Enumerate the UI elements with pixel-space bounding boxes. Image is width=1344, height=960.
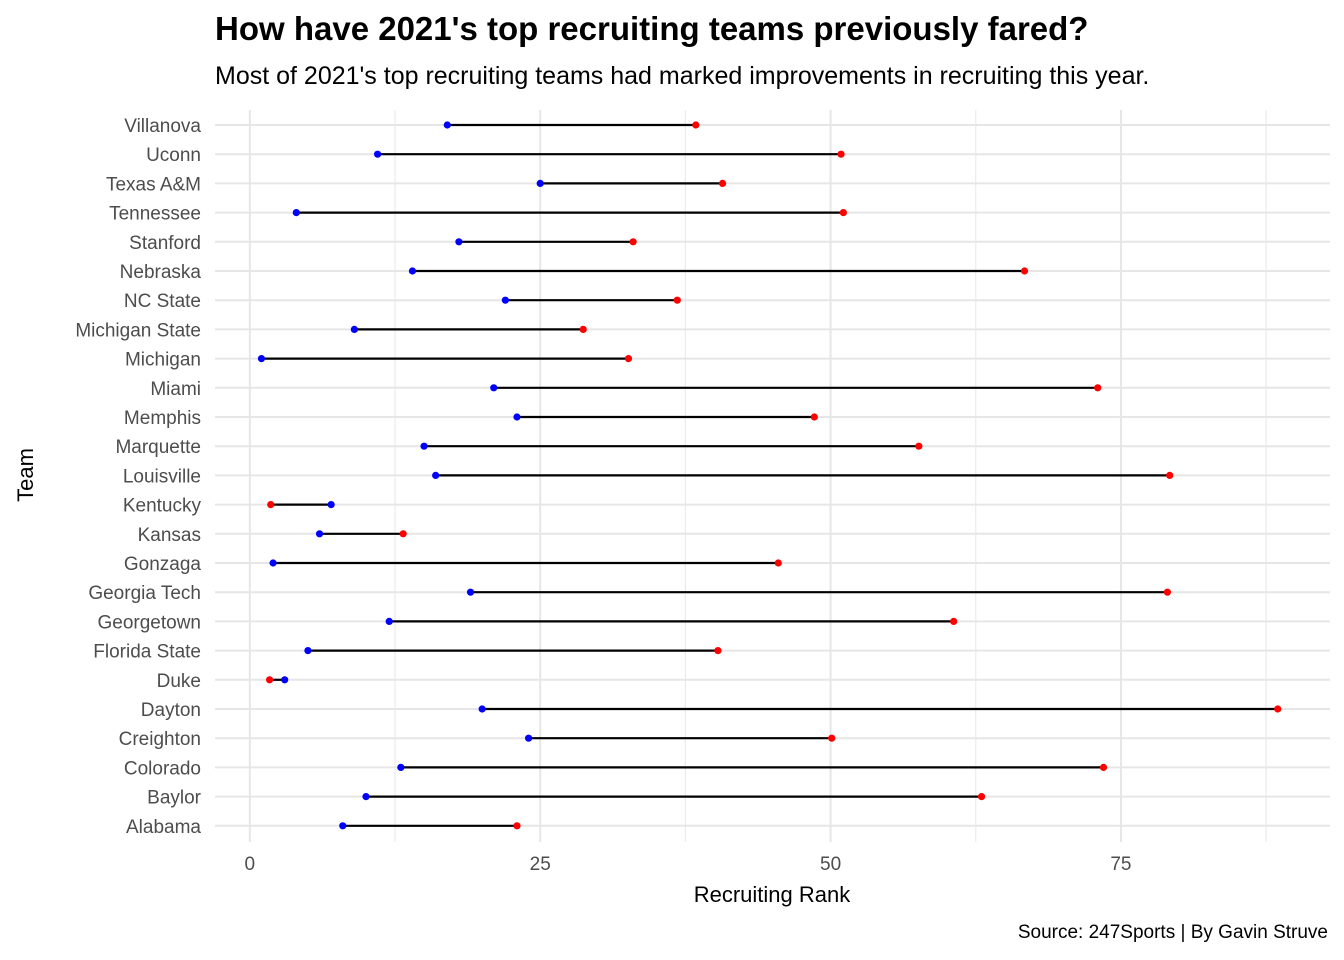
chart-title: How have 2021's top recruiting teams pre…	[215, 10, 1089, 47]
y-tick-label: Creighton	[119, 729, 201, 750]
chart-subtitle: Most of 2021's top recruiting teams had …	[215, 62, 1150, 90]
y-tick-label: Louisville	[123, 466, 201, 487]
y-axis-tick-labels: Villanova Uconn Texas A&M Tennessee Stanford…	[75, 116, 201, 838]
previous-rank-point	[714, 647, 722, 655]
rank-2021-point	[269, 559, 277, 567]
previous-rank-point	[267, 501, 275, 509]
rank-2021-point	[257, 355, 266, 363]
y-tick-label: Memphis	[124, 408, 201, 429]
rank-2021-point	[478, 705, 486, 713]
y-tick-label: Villanova	[124, 116, 201, 137]
y-tick-label: Baylor	[147, 788, 202, 809]
rank-2021-point	[292, 209, 300, 217]
rank-2021-point	[466, 588, 475, 596]
rank-2021-point	[339, 822, 347, 830]
y-tick-label: Georgia Tech	[88, 583, 201, 604]
y-tick-label: Marquette	[115, 437, 201, 458]
x-tick-label: 25	[530, 854, 551, 875]
rank-2021-point	[420, 442, 428, 450]
rank-2021-point	[513, 413, 521, 421]
rank-2021-point	[455, 238, 463, 246]
previous-rank-point	[839, 209, 847, 217]
previous-rank-point	[265, 676, 274, 684]
rank-change-segments	[261, 123, 1278, 827]
rank-2021-point	[350, 325, 358, 333]
y-tick-label: Alabama	[126, 817, 201, 838]
y-tick-label: Dayton	[141, 700, 201, 721]
rank-2021-point	[408, 267, 417, 275]
rank-2021-point	[385, 617, 393, 626]
rank-2021-point	[501, 296, 509, 304]
y-tick-label: Gonzaga	[124, 554, 202, 575]
y-tick-label: Miami	[150, 379, 201, 400]
y-tick-label: Texas A&M	[106, 174, 201, 195]
rank-2021-point	[327, 501, 335, 509]
rank-2021-point	[315, 530, 324, 538]
x-tick-label: 0	[245, 854, 256, 875]
previous-rank-point	[1274, 705, 1282, 713]
rank-2021-point	[443, 121, 451, 129]
y-tick-label: Georgetown	[97, 612, 201, 633]
x-tick-label: 75	[1110, 854, 1131, 875]
previous-rank-point	[1166, 471, 1174, 479]
y-tick-label: Tennessee	[109, 204, 201, 225]
previous-rank-point	[673, 296, 681, 304]
y-tick-label: Nebraska	[120, 262, 202, 283]
previous-rank-point	[399, 530, 407, 538]
previous-rank-point	[774, 559, 782, 567]
previous-rank-point	[1163, 588, 1171, 596]
rank-2021-point	[432, 471, 440, 479]
x-tick-label: 50	[820, 854, 841, 875]
y-tick-label: Michigan State	[75, 320, 201, 341]
rank-2021-point	[374, 150, 382, 158]
rank-2021-point	[490, 384, 498, 392]
x-axis-tick-labels: 0 25 50 75	[245, 854, 1132, 875]
previous-rank-point	[810, 413, 818, 421]
rank-2021-point	[362, 793, 370, 801]
previous-rank-point	[837, 150, 845, 158]
rank-2021-point	[536, 179, 544, 187]
y-tick-label: Duke	[157, 671, 201, 692]
rank-2021-point	[304, 647, 312, 655]
rank-2021-point	[524, 734, 533, 742]
previous-rank-point	[1020, 267, 1029, 275]
rank-points	[257, 121, 1282, 830]
y-tick-label: Kansas	[138, 525, 201, 546]
rank-2021-point	[397, 763, 405, 772]
previous-rank-point	[718, 179, 727, 187]
x-axis-title: Recruiting Rank	[694, 882, 852, 907]
y-tick-label: Uconn	[146, 145, 201, 166]
previous-rank-point	[1099, 763, 1108, 772]
y-tick-label: Colorado	[124, 758, 201, 779]
y-axis-title: Team	[13, 448, 38, 502]
previous-rank-point	[828, 734, 836, 742]
previous-rank-point	[629, 238, 637, 246]
previous-rank-point	[624, 355, 633, 363]
previous-rank-point	[579, 325, 587, 333]
previous-rank-point	[692, 121, 700, 129]
previous-rank-point	[513, 822, 521, 830]
previous-rank-point	[977, 793, 986, 801]
y-tick-label: Michigan	[125, 350, 201, 371]
previous-rank-point	[915, 442, 923, 450]
y-tick-label: Kentucky	[123, 496, 202, 517]
y-tick-label: Stanford	[129, 233, 201, 254]
y-tick-label: NC State	[124, 291, 201, 312]
rank-2021-point	[281, 676, 289, 684]
y-tick-label: Florida State	[93, 642, 201, 663]
previous-rank-point	[950, 617, 958, 626]
previous-rank-point	[1094, 384, 1102, 392]
chart-caption: Source: 247Sports | By Gavin Struve	[1017, 922, 1328, 943]
